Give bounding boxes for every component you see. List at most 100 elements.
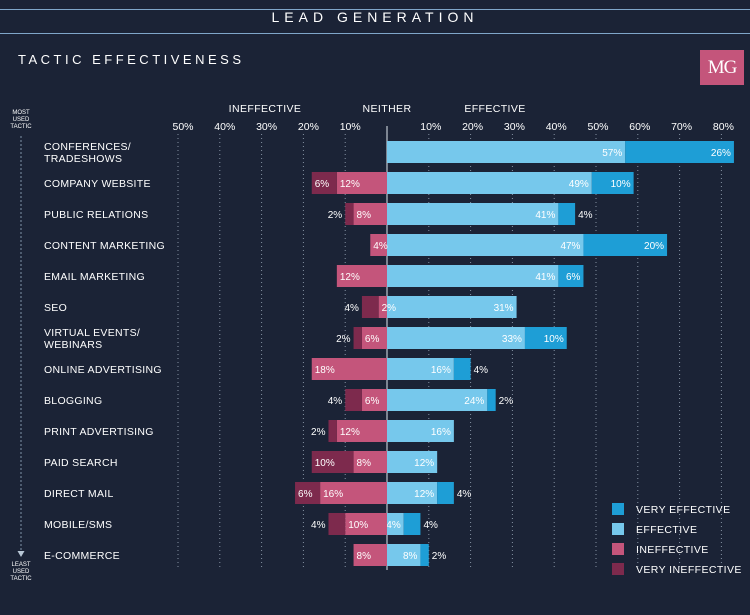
legend-swatch bbox=[612, 543, 624, 555]
data-label-ineffective: 6% bbox=[365, 396, 380, 407]
category-label: CONFERENCES/TRADESHOWS bbox=[44, 141, 131, 165]
data-label-very-effective: 2% bbox=[432, 551, 447, 562]
category-label-line: TRADESHOWS bbox=[44, 153, 122, 165]
data-label-very-effective: 4% bbox=[457, 489, 472, 500]
least-used-note: LEAST bbox=[11, 562, 30, 568]
bar-very-ineffective bbox=[311, 172, 337, 194]
data-label-very-ineffective: 2% bbox=[336, 334, 351, 345]
category-label: DIRECT MAIL bbox=[44, 488, 114, 500]
data-label-effective: 33% bbox=[502, 334, 522, 345]
legend-label: EFFECTIVE bbox=[636, 524, 697, 536]
bar-ineffective bbox=[353, 544, 387, 566]
bar-very-ineffective bbox=[328, 420, 337, 442]
category-label-line: BLOGGING bbox=[44, 395, 102, 407]
data-label-ineffective: 12% bbox=[340, 179, 360, 190]
bar-very-effective bbox=[403, 513, 421, 535]
category-label: EMAIL MARKETING bbox=[44, 271, 145, 283]
bar-effective bbox=[387, 482, 438, 504]
bar-effective bbox=[387, 234, 584, 256]
header-top-rule bbox=[0, 9, 750, 10]
data-label-very-ineffective: 4% bbox=[311, 520, 326, 531]
least-used-note: TACTIC bbox=[10, 576, 32, 582]
bar-effective bbox=[387, 203, 559, 225]
bar-ineffective bbox=[345, 513, 387, 535]
data-label-very-ineffective: 2% bbox=[328, 210, 343, 221]
data-label-effective: 41% bbox=[535, 272, 555, 283]
category-label: ONLINE ADVERTISING bbox=[44, 364, 162, 376]
x-tick-label: 80% bbox=[713, 121, 734, 133]
category-label: BLOGGING bbox=[44, 395, 102, 407]
data-label-ineffective: 12% bbox=[340, 427, 360, 438]
legend-swatch bbox=[612, 523, 624, 535]
header-label-effective: EFFECTIVE bbox=[464, 103, 525, 115]
category-label: PAID SEARCH bbox=[44, 457, 118, 469]
header-label-neither: NEITHER bbox=[363, 103, 412, 115]
most-used-note: TACTIC bbox=[10, 124, 32, 130]
category-label: E-COMMERCE bbox=[44, 550, 120, 562]
category-label: PRINT ADVERTISING bbox=[44, 426, 154, 438]
bar-ineffective bbox=[361, 389, 387, 411]
bar-very-effective bbox=[625, 141, 734, 163]
data-label-ineffective: 8% bbox=[357, 458, 372, 469]
category-label-line: SEO bbox=[44, 302, 67, 314]
x-tick-label: 20% bbox=[462, 121, 483, 133]
data-label-ineffective: 18% bbox=[315, 365, 335, 376]
bar-ineffective bbox=[353, 203, 387, 225]
most-used-note: MOST bbox=[12, 110, 30, 116]
category-label-line: VIRTUAL EVENTS/ bbox=[44, 327, 140, 339]
data-label-ineffective: 4% bbox=[373, 241, 388, 252]
bar-effective bbox=[387, 296, 517, 318]
data-label-very-effective: 6% bbox=[566, 272, 581, 283]
bar-very-ineffective bbox=[345, 389, 362, 411]
bar-very-ineffective bbox=[345, 203, 354, 225]
bar-effective bbox=[387, 389, 488, 411]
data-label-effective: 16% bbox=[431, 427, 451, 438]
data-label-very-ineffective: 2% bbox=[311, 427, 326, 438]
data-label-effective: 41% bbox=[535, 210, 555, 221]
mg-logo: MG bbox=[700, 50, 744, 85]
bar-effective bbox=[387, 327, 525, 349]
data-label-very-ineffective: 6% bbox=[298, 489, 313, 500]
category-label-line: E-COMMERCE bbox=[44, 550, 120, 562]
bar-ineffective bbox=[378, 296, 387, 318]
bar-effective bbox=[387, 420, 454, 442]
category-label: CONTENT MARKETING bbox=[44, 240, 165, 252]
most-used-note: USED bbox=[13, 117, 30, 123]
data-label-very-effective: 4% bbox=[578, 210, 593, 221]
data-label-effective: 12% bbox=[414, 458, 434, 469]
category-label-line: ONLINE ADVERTISING bbox=[44, 364, 162, 376]
bar-very-effective bbox=[420, 544, 429, 566]
x-tick-label: 60% bbox=[629, 121, 650, 133]
data-label-very-ineffective: 4% bbox=[328, 396, 343, 407]
category-label-line: COMPANY WEBSITE bbox=[44, 178, 151, 190]
data-label-very-ineffective: 4% bbox=[344, 303, 359, 314]
legend-label: VERY INEFFECTIVE bbox=[636, 564, 742, 576]
data-label-very-effective: 10% bbox=[611, 179, 631, 190]
bar-very-effective bbox=[453, 358, 471, 380]
bar-very-effective bbox=[487, 389, 496, 411]
data-label-very-effective: 10% bbox=[544, 334, 564, 345]
x-tick-label: 30% bbox=[504, 121, 525, 133]
data-label-ineffective: 2% bbox=[382, 303, 397, 314]
bar-effective bbox=[387, 172, 592, 194]
bar-effective bbox=[387, 358, 454, 380]
bar-very-ineffective bbox=[295, 482, 321, 504]
bar-very-ineffective bbox=[311, 451, 354, 473]
bar-effective bbox=[387, 451, 438, 473]
data-label-effective: 4% bbox=[386, 520, 401, 531]
x-tick-label: 70% bbox=[671, 121, 692, 133]
category-label: VIRTUAL EVENTS/WEBINARS bbox=[44, 327, 140, 351]
data-label-very-effective: 26% bbox=[711, 148, 731, 159]
data-label-ineffective: 12% bbox=[340, 272, 360, 283]
x-tick-label: 50% bbox=[587, 121, 608, 133]
header-label-ineffective: INEFFECTIVE bbox=[229, 103, 302, 115]
data-label-ineffective: 6% bbox=[365, 334, 380, 345]
data-label-ineffective: 8% bbox=[357, 210, 372, 221]
data-label-very-ineffective: 6% bbox=[315, 179, 330, 190]
x-tick-label: 20% bbox=[298, 121, 319, 133]
data-label-ineffective: 8% bbox=[357, 551, 372, 562]
category-label-line: PUBLIC RELATIONS bbox=[44, 209, 148, 221]
bar-effective bbox=[387, 141, 626, 163]
bar-ineffective bbox=[370, 234, 387, 256]
